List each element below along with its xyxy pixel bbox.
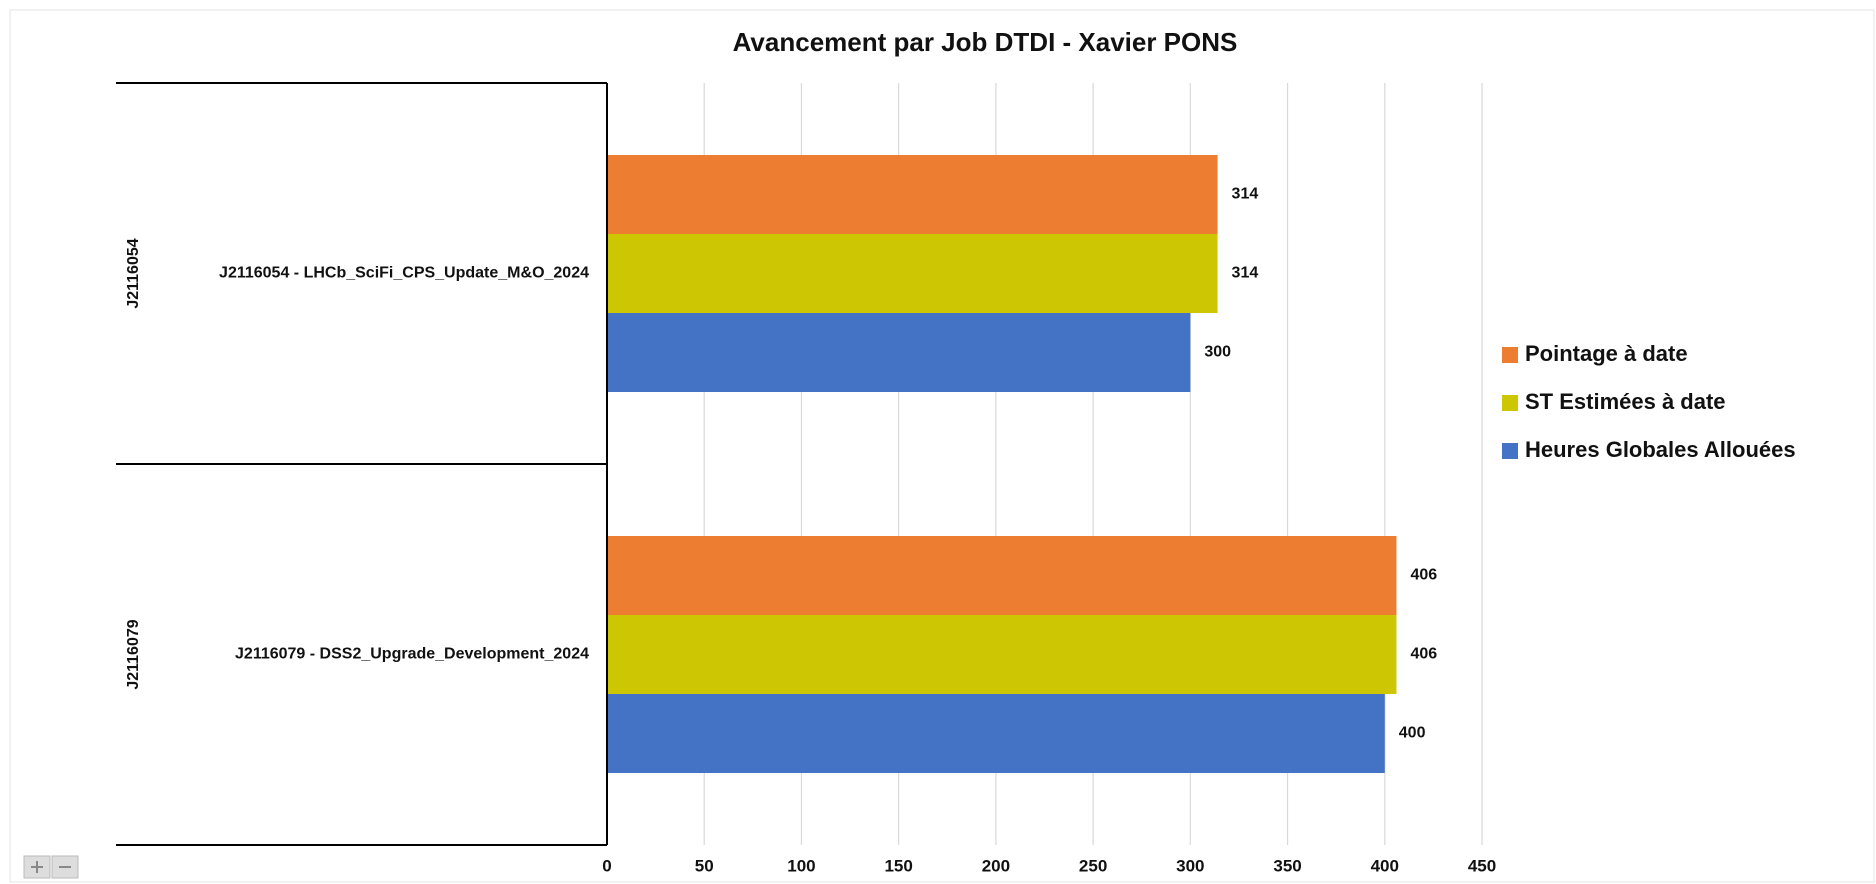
legend-label: Pointage à date: [1525, 341, 1688, 366]
legend-swatch: [1502, 443, 1518, 459]
x-tick-label: J2116079 - DSS2_Upgrade_Development_2024: [235, 646, 589, 663]
x-tick-label: 450: [1468, 856, 1496, 875]
chart-title: Avancement par Job DTDI - Xavier PONS: [733, 27, 1238, 57]
bar: [607, 694, 1385, 773]
data-label: 314: [1232, 265, 1259, 282]
bar: [607, 615, 1397, 694]
chart-border: [9, 9, 1875, 883]
data-label: 300: [1204, 344, 1231, 361]
legend-swatch: [1502, 347, 1518, 363]
zoom-controls[interactable]: [23, 855, 79, 879]
x-tick-label: 350: [1273, 856, 1301, 875]
bar: [607, 155, 1218, 234]
category-group-label: J2116054: [125, 238, 142, 308]
legend-label: ST Estimées à date: [1525, 389, 1726, 414]
legend-swatch: [1502, 395, 1518, 411]
data-label: 406: [1410, 646, 1437, 663]
x-tick-label: 150: [884, 856, 912, 875]
legend-label: Heures Globales Allouées: [1525, 437, 1796, 462]
x-tick-label: 100: [787, 856, 815, 875]
bar: [607, 313, 1191, 392]
x-tick-label: 300: [1176, 856, 1204, 875]
x-tick-label: 50: [695, 856, 714, 875]
plus-icon: [31, 861, 43, 873]
bar: [607, 234, 1218, 313]
x-tick-label: 0: [602, 856, 611, 875]
bar: [607, 536, 1397, 615]
data-label: 400: [1399, 725, 1426, 742]
x-tick-label: 400: [1371, 856, 1399, 875]
x-tick-label: J2116054 - LHCb_SciFi_CPS_Update_M&O_202…: [219, 265, 589, 282]
data-label: 314: [1232, 186, 1259, 203]
category-group-label: J2116079: [125, 619, 142, 689]
x-tick-label: 250: [1079, 856, 1107, 875]
x-tick-label: 200: [982, 856, 1010, 875]
data-label: 406: [1410, 567, 1437, 584]
